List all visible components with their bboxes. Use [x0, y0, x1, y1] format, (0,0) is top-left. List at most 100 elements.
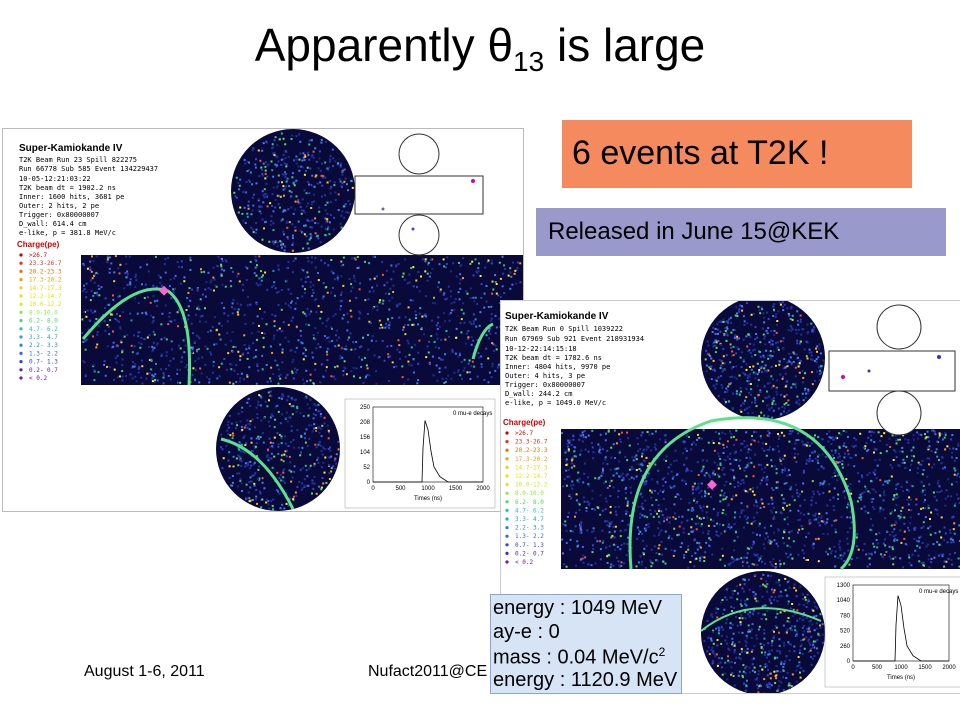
pmt-hit — [761, 605, 764, 608]
pmt-hit — [364, 376, 367, 379]
pmt-hit — [619, 535, 622, 538]
pmt-hit — [267, 459, 270, 462]
pmt-hit — [326, 350, 328, 353]
pmt-hit — [660, 529, 663, 532]
pmt-hit — [643, 483, 646, 486]
pmt-hit — [767, 434, 770, 437]
pmt-hit — [388, 324, 391, 327]
pmt-hit — [659, 438, 662, 441]
pmt-hit — [207, 287, 210, 290]
pmt-hit — [358, 346, 361, 349]
pmt-hit — [723, 458, 726, 461]
pmt-hit — [378, 319, 381, 322]
pmt-hit — [309, 233, 312, 236]
pmt-hit — [191, 348, 194, 351]
pmt-hit — [770, 365, 773, 368]
pmt-hit — [326, 359, 329, 362]
pmt-hit — [834, 475, 837, 477]
pmt-hit — [793, 456, 796, 459]
pmt-hit — [826, 518, 829, 521]
pmt-hit — [797, 453, 799, 456]
pmt-hit — [283, 507, 286, 510]
pmt-hit — [733, 549, 736, 552]
pmt-hit — [323, 335, 326, 337]
pmt-hit — [655, 559, 658, 562]
pmt-hit — [845, 446, 848, 449]
pmt-hit — [751, 663, 754, 666]
pmt-hit — [813, 646, 816, 649]
pmt-hit — [312, 487, 315, 490]
pmt-hit — [748, 380, 751, 383]
pmt-hit — [466, 292, 469, 295]
pmt-hit — [797, 402, 800, 405]
pmt-hit — [930, 511, 933, 514]
pmt-hit — [126, 334, 129, 336]
pmt-hit — [437, 347, 440, 350]
pmt-hit — [943, 436, 946, 439]
pmt-hit — [604, 497, 607, 500]
pmt-hit — [601, 467, 604, 470]
pmt-hit — [659, 522, 661, 525]
pmt-hit — [584, 556, 587, 559]
pmt-hit — [787, 329, 790, 332]
pmt-hit — [753, 666, 756, 669]
pmt-hit — [343, 347, 346, 350]
pmt-hit — [277, 443, 280, 446]
pmt-hit — [137, 302, 140, 304]
pmt-hit — [587, 483, 590, 486]
pmt-hit — [723, 564, 726, 567]
pmt-hit — [285, 492, 288, 495]
pmt-hit — [432, 374, 435, 377]
pmt-hit — [235, 176, 238, 179]
pmt-hit — [310, 261, 313, 264]
pmt-hit — [95, 318, 98, 320]
pmt-hit — [810, 354, 813, 357]
pmt-hit — [649, 509, 652, 512]
pmt-hit — [712, 650, 715, 653]
pmt-hit — [770, 465, 773, 468]
pmt-hit — [691, 530, 694, 533]
pmt-hit — [694, 522, 697, 525]
pmt-hit — [669, 516, 672, 519]
pmt-hit — [654, 489, 656, 492]
pmt-hit — [88, 266, 91, 269]
pmt-hit — [190, 322, 193, 325]
pmt-hit — [121, 358, 124, 361]
event2-bottom-ring — [700, 607, 822, 632]
pmt-hit — [485, 334, 488, 337]
pmt-hit — [726, 455, 729, 458]
pmt-hit — [604, 458, 607, 461]
pmt-hit — [272, 242, 275, 245]
pmt-hit — [807, 598, 810, 601]
pmt-hit — [337, 162, 340, 165]
pmt-hit — [775, 486, 778, 489]
pmt-hit — [738, 641, 741, 643]
pmt-hit — [143, 297, 146, 299]
pmt-hit — [637, 463, 640, 466]
charge-scale-label: 8.0-10.0 — [515, 490, 544, 497]
pmt-hit — [225, 368, 228, 371]
pmt-hit — [288, 185, 291, 188]
pmt-hit — [747, 578, 750, 581]
pmt-hit — [485, 285, 488, 287]
histogram-x-tick: 0 — [371, 486, 375, 492]
pmt-hit — [763, 505, 766, 508]
charge-scale-label: 14.7-17.3 — [29, 285, 62, 292]
pmt-hit — [819, 626, 822, 629]
pmt-hit — [662, 484, 665, 487]
pmt-hit — [221, 448, 224, 451]
pmt-hit — [584, 436, 587, 439]
pmt-hit — [260, 166, 263, 169]
pmt-hit — [339, 308, 342, 311]
pmt-hit — [853, 445, 855, 448]
pmt-hit — [782, 375, 784, 378]
pmt-hit — [730, 468, 733, 471]
pmt-hit — [321, 477, 324, 479]
pmt-hit — [601, 509, 604, 512]
pmt-hit — [310, 207, 313, 209]
pmt-hit — [318, 210, 321, 213]
pmt-hit — [566, 442, 569, 445]
pmt-hit — [307, 484, 310, 487]
pmt-hit — [932, 429, 935, 432]
pmt-hit — [302, 156, 305, 159]
